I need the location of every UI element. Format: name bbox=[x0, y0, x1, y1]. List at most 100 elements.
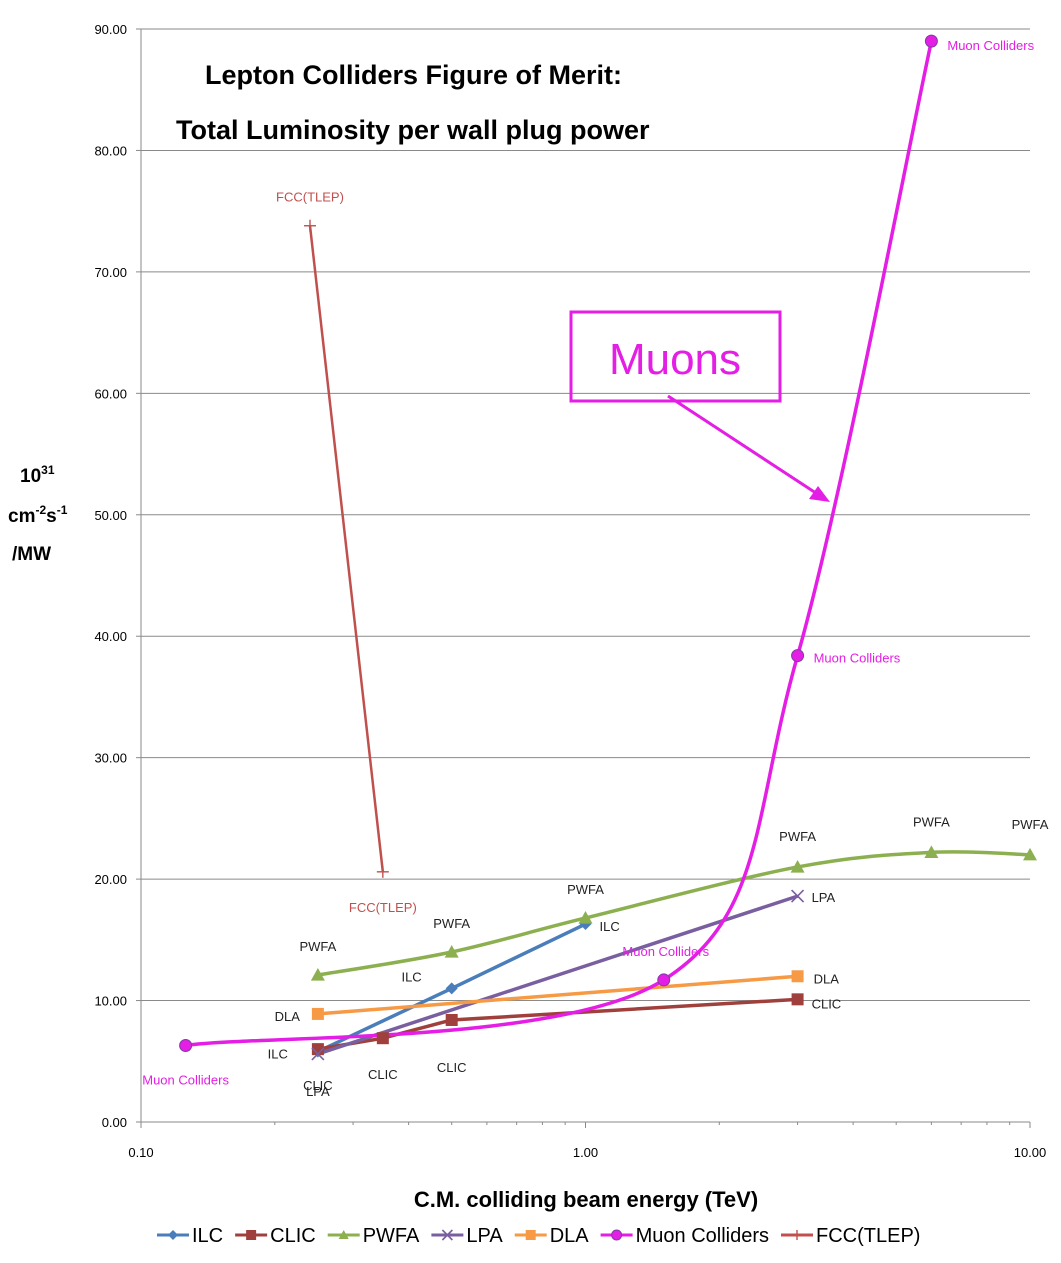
legend-swatch-marker bbox=[792, 1230, 802, 1240]
y-tick-labels: 0.00 10.00 20.00 30.00 40.00 50.00 60.00 70.00 8… bbox=[94, 22, 127, 1130]
data-point bbox=[376, 865, 389, 878]
y-tick-label: 70.00 bbox=[94, 265, 127, 280]
data-point bbox=[1023, 847, 1037, 861]
data-label: ILC bbox=[268, 1047, 288, 1062]
data-label: Muon Colliders bbox=[947, 38, 1034, 53]
y-tick-label: 90.00 bbox=[94, 22, 127, 37]
y-axis-label-cm-exp: -2 bbox=[35, 503, 46, 517]
data-label: CLIC bbox=[437, 1060, 467, 1075]
data-point bbox=[791, 889, 805, 903]
series-line-fcc-tlep- bbox=[308, 225, 385, 872]
chart-title: Lepton Colliders Figure of Merit: bbox=[205, 60, 622, 90]
data-label: ILC bbox=[600, 919, 620, 934]
data-point bbox=[445, 1013, 458, 1026]
data-label: CLIC bbox=[303, 1078, 333, 1093]
x-tick-label: 0.10 bbox=[128, 1145, 153, 1160]
data-label: LPA bbox=[812, 890, 836, 905]
chart-subtitle: Total Luminosity per wall plug power bbox=[176, 115, 650, 145]
legend-item: PWFA bbox=[327, 1225, 420, 1247]
legend-item: CLIC bbox=[235, 1225, 316, 1247]
legend-swatch-marker bbox=[168, 1230, 178, 1240]
y-tick-label: 40.00 bbox=[94, 629, 127, 644]
data-point bbox=[791, 970, 804, 983]
legend-label: Muon Colliders bbox=[636, 1225, 769, 1247]
series-line-muon-colliders bbox=[185, 40, 934, 1048]
y-axis-label-exp: 31 bbox=[41, 463, 55, 477]
data-label: LPA bbox=[306, 1084, 330, 1099]
data-point bbox=[179, 1038, 193, 1052]
series-line-lpa bbox=[317, 894, 799, 1056]
grid-lines bbox=[136, 28, 1031, 1128]
legend: ILC CLIC PWFA LPA DLA Muon Colliders FCC(TLEP) bbox=[157, 1225, 920, 1247]
data-point bbox=[445, 982, 458, 995]
data-label: PWFA bbox=[567, 882, 604, 897]
data-label: Muon Colliders bbox=[622, 944, 709, 959]
legend-swatch-marker bbox=[525, 1230, 536, 1240]
y-tick-label: 10.00 bbox=[94, 994, 127, 1009]
data-label: Muon Colliders bbox=[814, 651, 901, 666]
data-point bbox=[376, 1032, 389, 1045]
data-point-stroke bbox=[791, 889, 805, 903]
muons-callout-text: Muons bbox=[609, 335, 741, 384]
legend-item: ILC bbox=[157, 1225, 223, 1247]
data-point bbox=[791, 993, 804, 1006]
legend-label: FCC(TLEP) bbox=[816, 1225, 920, 1247]
data-point bbox=[310, 968, 325, 981]
data-point bbox=[304, 219, 317, 232]
legend-label: CLIC bbox=[270, 1225, 316, 1247]
data-point bbox=[791, 649, 805, 663]
data-label: Muon Colliders bbox=[142, 1072, 229, 1087]
data-label: DLA bbox=[814, 971, 840, 986]
legend-item: DLA bbox=[514, 1225, 590, 1247]
data-point bbox=[924, 34, 938, 48]
data-point bbox=[311, 1007, 324, 1020]
legend-label: PWFA bbox=[363, 1225, 420, 1247]
data-point bbox=[790, 859, 805, 873]
legend-label: LPA bbox=[466, 1225, 503, 1247]
y-tick-label: 50.00 bbox=[94, 508, 127, 523]
legend-swatch-marker bbox=[246, 1230, 257, 1240]
y-axis-label-line3: /MW bbox=[12, 544, 51, 565]
data-point bbox=[444, 944, 459, 958]
y-axis-label-s: s bbox=[46, 506, 57, 527]
data-label: PWFA bbox=[299, 939, 336, 954]
y-tick-label: 80.00 bbox=[94, 143, 127, 158]
y-axis-label-line1: 1031 bbox=[20, 463, 55, 487]
y-tick-label: 0.00 bbox=[102, 1115, 127, 1130]
data-label: PWFA bbox=[433, 916, 470, 931]
x-axis-label: C.M. colliding beam energy (TeV) bbox=[414, 1187, 758, 1212]
series-markers bbox=[179, 34, 1037, 1061]
muons-callout-arrowhead bbox=[809, 486, 830, 502]
y-tick-label: 20.00 bbox=[94, 872, 127, 887]
data-label: PWFA bbox=[1012, 817, 1049, 832]
data-point-stroke bbox=[311, 1047, 325, 1061]
legend-swatch-marker-stroke bbox=[441, 1229, 453, 1241]
legend-swatch-marker bbox=[338, 1230, 349, 1239]
data-label: ILC bbox=[401, 969, 421, 984]
y-tick-label: 30.00 bbox=[94, 751, 127, 766]
data-label: PWFA bbox=[913, 814, 950, 829]
legend-label: DLA bbox=[550, 1225, 590, 1247]
data-label: CLIC bbox=[368, 1067, 398, 1082]
data-label: FCC(TLEP) bbox=[349, 900, 417, 915]
x-tick-labels: 0.10 1.00 10.00 bbox=[128, 1145, 1046, 1160]
data-label: FCC(TLEP) bbox=[276, 190, 344, 205]
data-point bbox=[311, 1047, 325, 1061]
y-tick-label: 60.00 bbox=[94, 386, 127, 401]
data-label: CLIC bbox=[812, 996, 842, 1011]
data-label: PWFA bbox=[779, 829, 816, 844]
muons-callout: Muons bbox=[569, 310, 830, 502]
legend-swatch-marker bbox=[441, 1229, 453, 1241]
y-axis-label-line2: cm-2s-1 bbox=[8, 503, 68, 527]
x-tick-label: 1.00 bbox=[573, 1145, 598, 1160]
legend-item: FCC(TLEP) bbox=[781, 1225, 920, 1247]
legend-item: Muon Colliders bbox=[600, 1225, 769, 1247]
y-axis-label-s-exp: -1 bbox=[57, 503, 68, 517]
legend-item: LPA bbox=[431, 1225, 503, 1247]
data-label: DLA bbox=[275, 1009, 301, 1024]
series-line-dla bbox=[317, 974, 798, 1016]
y-axis-label-cm: cm bbox=[8, 506, 35, 527]
legend-label: ILC bbox=[192, 1225, 223, 1247]
